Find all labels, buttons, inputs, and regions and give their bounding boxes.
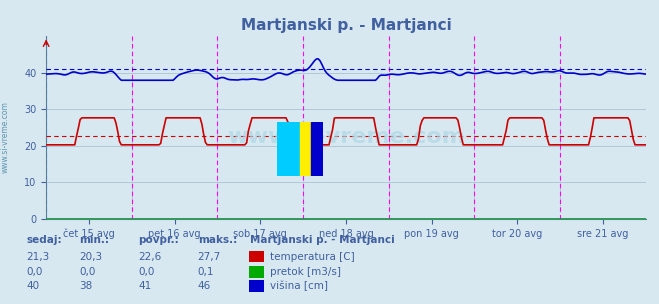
Text: 40: 40 [26,282,40,292]
Text: temperatura [C]: temperatura [C] [270,252,355,262]
Text: 22,6: 22,6 [138,252,161,262]
Text: 38: 38 [79,282,92,292]
Text: 46: 46 [198,282,211,292]
Text: 27,7: 27,7 [198,252,221,262]
Text: pretok [m3/s]: pretok [m3/s] [270,267,341,277]
Bar [277,122,300,176]
Text: 21,3: 21,3 [26,252,49,262]
Text: višina [cm]: višina [cm] [270,281,328,292]
Text: Martjanski p. - Martjanci: Martjanski p. - Martjanci [250,235,395,245]
Bar [300,122,311,176]
Text: maks.:: maks.: [198,235,237,245]
Text: 0,0: 0,0 [138,267,155,277]
Text: 41: 41 [138,282,152,292]
Text: min.:: min.: [79,235,109,245]
Text: 20,3: 20,3 [79,252,102,262]
Title: Martjanski p. - Martjanci: Martjanski p. - Martjanci [241,18,451,33]
Text: www.si-vreme.com: www.si-vreme.com [1,101,10,173]
Text: 0,0: 0,0 [79,267,96,277]
Bar [311,122,323,176]
Text: 0,1: 0,1 [198,267,214,277]
Text: 0,0: 0,0 [26,267,43,277]
Text: www.si-vreme.com: www.si-vreme.com [227,127,465,147]
Text: sedaj:: sedaj: [26,235,62,245]
Text: povpr.:: povpr.: [138,235,179,245]
